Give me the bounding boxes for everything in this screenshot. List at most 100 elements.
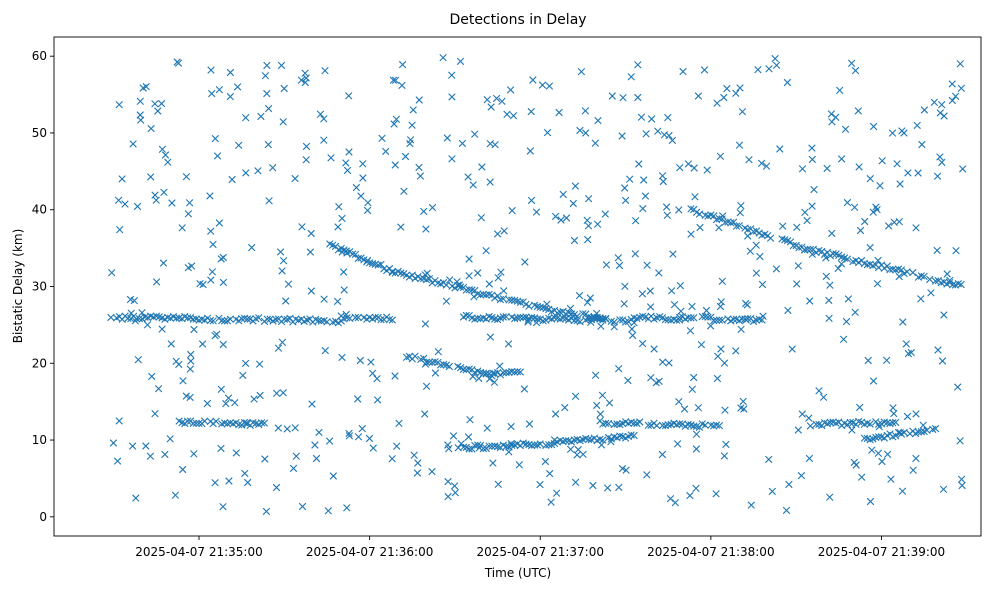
x-tick-label: 2025-04-07 21:38:00 — [647, 545, 774, 559]
data-point — [952, 247, 960, 255]
data-point — [828, 229, 836, 238]
data-point — [242, 114, 250, 122]
data-point — [358, 424, 366, 433]
data-point — [211, 332, 219, 340]
data-point — [541, 457, 550, 466]
data-point — [255, 360, 264, 368]
data-point — [371, 313, 379, 321]
data-point — [161, 450, 169, 459]
data-point — [561, 403, 569, 412]
data-point — [601, 210, 609, 218]
data-point — [688, 385, 696, 393]
data-point — [940, 311, 948, 319]
data-point — [716, 152, 725, 160]
data-point — [466, 416, 474, 424]
data-point — [913, 121, 921, 130]
data-point — [220, 317, 229, 325]
data-point — [498, 97, 506, 105]
data-point — [272, 483, 281, 492]
data-point — [545, 441, 553, 449]
data-point — [528, 441, 536, 450]
data-point — [283, 425, 291, 433]
x-axis-label: Time (UTC) — [484, 566, 551, 580]
data-point — [918, 140, 926, 149]
data-point — [306, 248, 315, 256]
data-point — [184, 264, 192, 272]
data-point — [525, 420, 534, 428]
data-point — [308, 400, 316, 408]
data-point — [485, 290, 493, 299]
data-point — [739, 397, 747, 406]
data-point — [513, 368, 522, 376]
data-point — [455, 281, 464, 289]
data-point — [789, 242, 797, 250]
data-point — [869, 208, 877, 216]
data-point — [958, 481, 966, 490]
data-point — [616, 432, 624, 440]
data-point — [462, 286, 470, 294]
data-point — [784, 306, 792, 315]
data-point — [203, 399, 212, 408]
data-point — [478, 163, 486, 171]
data-point — [893, 160, 901, 168]
data-point — [325, 437, 334, 445]
data-point — [766, 234, 775, 242]
data-point — [889, 419, 897, 427]
y-axis: 0 10 20 30 40 50 60 — [32, 49, 54, 524]
data-point — [876, 182, 884, 190]
data-point — [806, 422, 815, 430]
data-point — [263, 315, 271, 323]
data-point — [471, 130, 479, 138]
data-point — [742, 299, 750, 308]
data-point — [529, 76, 537, 84]
data-point — [559, 190, 567, 199]
data-point — [737, 202, 745, 210]
data-point — [257, 112, 265, 121]
data-point — [248, 243, 256, 252]
data-point — [167, 340, 175, 348]
data-point — [226, 68, 235, 77]
data-point — [663, 211, 671, 219]
data-point — [602, 261, 611, 269]
data-point — [493, 443, 502, 451]
data-point — [410, 451, 418, 459]
data-point — [151, 100, 159, 108]
data-point — [634, 93, 642, 102]
data-point — [388, 455, 396, 463]
data-point — [190, 450, 198, 458]
data-point — [850, 203, 859, 211]
data-point — [847, 59, 856, 67]
data-point — [665, 359, 673, 367]
data-point — [812, 420, 820, 428]
data-point — [670, 301, 679, 309]
data-point — [235, 421, 243, 429]
data-point — [172, 357, 180, 365]
data-point — [402, 353, 411, 361]
data-point — [660, 131, 669, 139]
data-point — [187, 357, 195, 365]
data-point — [666, 495, 675, 503]
data-point — [118, 175, 126, 183]
data-point — [342, 159, 350, 167]
data-point — [571, 182, 580, 190]
data-point — [219, 340, 227, 349]
data-point — [597, 322, 605, 330]
data-point — [124, 314, 132, 323]
data-point — [239, 371, 247, 380]
data-point — [469, 181, 477, 189]
data-point — [842, 317, 851, 326]
data-point — [136, 97, 144, 105]
data-point — [593, 309, 601, 318]
data-point — [713, 374, 722, 383]
data-point — [946, 276, 954, 285]
data-point — [335, 203, 343, 211]
data-point — [756, 252, 764, 261]
data-point — [307, 287, 315, 295]
data-point — [154, 107, 162, 115]
data-point — [864, 356, 872, 365]
data-point — [279, 389, 287, 397]
data-point — [861, 217, 869, 226]
data-point — [886, 265, 894, 274]
data-point — [211, 479, 219, 487]
data-point — [538, 81, 547, 89]
